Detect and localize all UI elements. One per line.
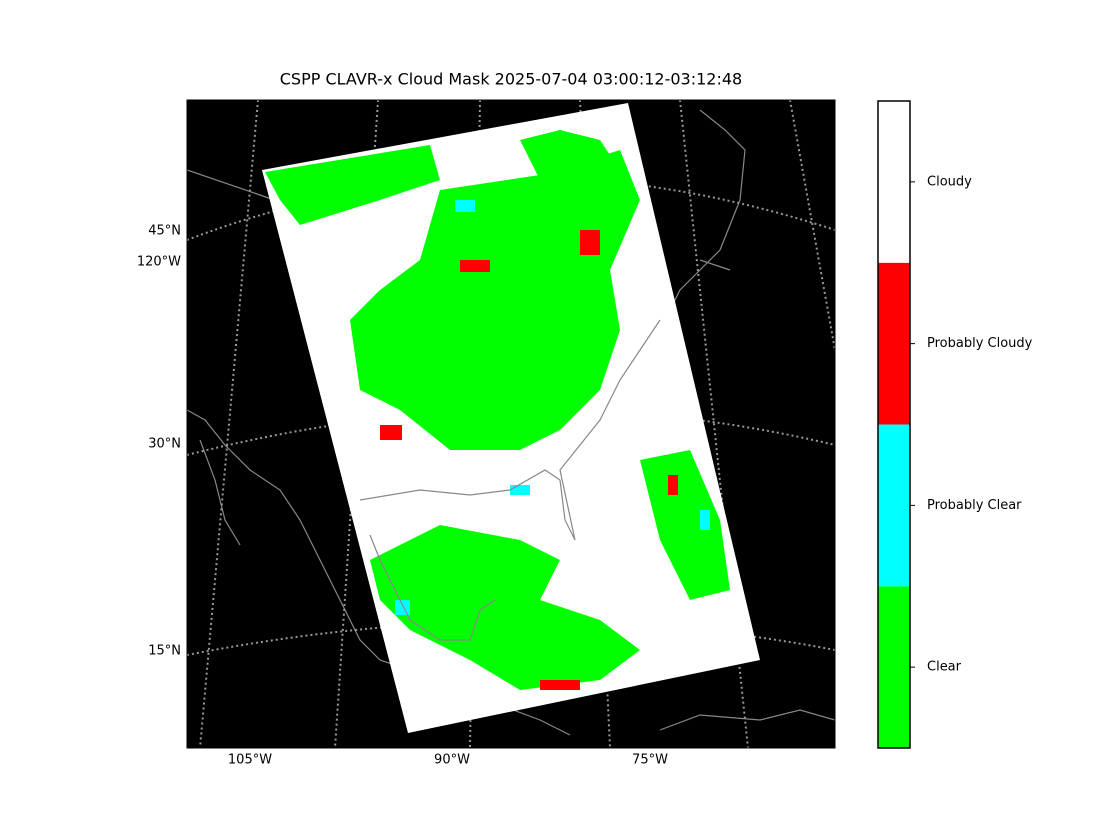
map-frame [186, 99, 836, 749]
lat-lon-label: 15°N [148, 644, 181, 659]
colorbar-label: Probably Cloudy [927, 336, 1033, 351]
probably-cloudy-regions [380, 230, 678, 690]
colorbar: Clear Probably Clear Probably Cloudy Cloudy [877, 100, 1033, 749]
colorbar-segment [878, 101, 910, 263]
colorbar-segment [878, 586, 910, 748]
clear-regions [265, 130, 730, 690]
colorbar-frame [877, 100, 911, 749]
map-title: CSPP CLAVR-x Cloud Mask 2025-07-04 03:00… [280, 70, 742, 89]
colorbar-segment [878, 424, 910, 587]
lon-label: 105°W [228, 753, 272, 768]
colorbar-label: Clear [927, 660, 962, 675]
lon-label: 90°W [434, 753, 470, 768]
lat-lon-label: 45°N [148, 224, 181, 239]
colorbar-label: Probably Clear [927, 498, 1022, 513]
map [187, 100, 835, 748]
lon-label: 75°W [632, 753, 668, 768]
lat-lon-label: 120°W [137, 255, 181, 270]
colorbar-label: Cloudy [927, 174, 972, 189]
us-coast [359, 319, 661, 641]
lat-lon-label: 30°N [148, 437, 181, 452]
colorbar-segment [878, 262, 910, 425]
